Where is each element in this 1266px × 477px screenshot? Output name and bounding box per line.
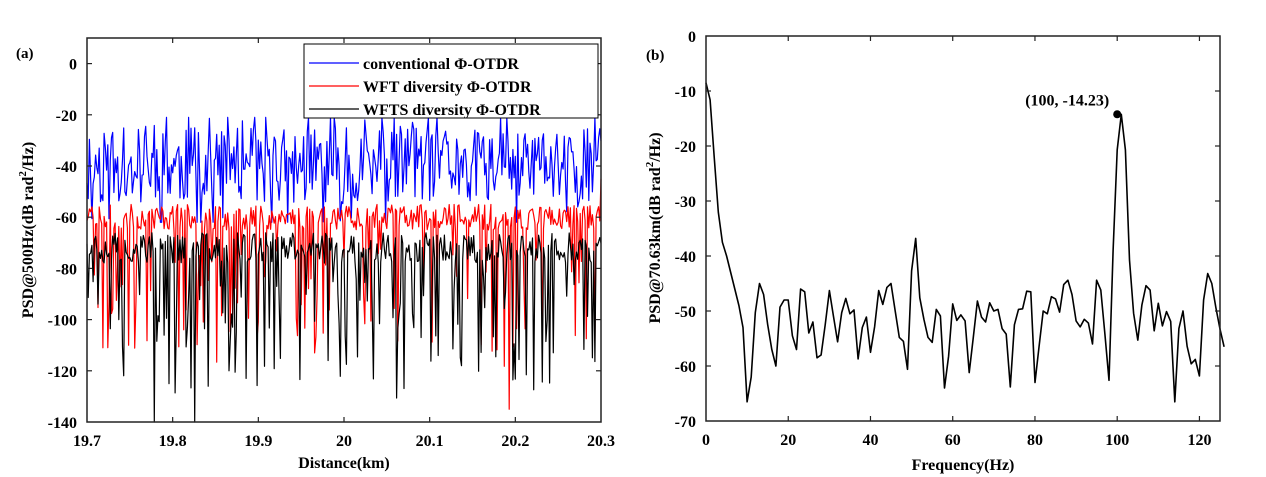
panel-b-ytick-label: 0 — [688, 29, 696, 46]
panel-b-xtick-label: 100 — [1105, 432, 1129, 449]
panel-b-ytick-label: -70 — [675, 414, 696, 431]
panel-a-axes: 19.7 19.8 19.9 20 20.1 20.2 20.3 0 -20 -40 -60 -80 -… — [48, 37, 615, 450]
panel-b-ylabel-sup: 2 — [644, 161, 656, 167]
panel-b-ytick-label: -40 — [675, 249, 696, 266]
legend-label-conventional: conventional Φ-OTDR — [363, 56, 519, 73]
panel-b-xtick-label: 20 — [780, 432, 796, 449]
panel-a-ylabel: PSD@500Hz(dB rad2/Hz) — [17, 142, 37, 318]
panel-a-ylabel-tail: /Hz) — [20, 142, 37, 172]
panel-b-ylabel: PSD@70.63km(dB rad2/Hz) — [644, 132, 664, 323]
legend-label-wft: WFT diversity Φ-OTDR — [363, 79, 532, 96]
panel-b-label: (b) — [646, 48, 664, 64]
panel-a-ytick-label: -40 — [56, 159, 77, 176]
peak-annotation: (100, -14.23) — [1025, 92, 1109, 109]
panel-b-axes: 0 20 40 60 80 100 120 0 -10 -20 -30 -40 -50 -60 -70 — [675, 29, 1221, 449]
series-line-conventional — [86, 116, 602, 223]
panel-b-ytick-label: -20 — [675, 139, 696, 156]
panel-a-series — [86, 116, 602, 423]
series-line-wfts-diversity — [86, 232, 602, 423]
panel-a-ytick-label: -60 — [56, 210, 77, 227]
panel-b-xtick-label: 0 — [702, 432, 710, 449]
panel-a-ylabel-main: PSD@500Hz(dB rad — [20, 177, 37, 319]
panel-a-xtick-label: 19.7 — [73, 433, 101, 450]
panel-a-ytick-label: -80 — [56, 261, 77, 278]
panel-b-xtick-label: 120 — [1187, 432, 1211, 449]
panel-a-xtick-label: 20.3 — [587, 433, 615, 450]
panel-b-ylabel-main: PSD@70.63km(dB rad — [647, 167, 664, 323]
panel-b-ytick-label: -60 — [675, 359, 696, 376]
panel-a-ytick-label: -140 — [48, 415, 77, 432]
peak-marker — [1113, 110, 1122, 119]
panel-b-xtick-label: 80 — [1027, 432, 1043, 449]
panel-a-xtick-label: 19.9 — [244, 433, 272, 450]
panel-a: (a) 19.7 19.8 19.9 20 20.1 20.2 20.3 0 -20 -40 -60… — [16, 37, 615, 472]
panel-a-label: (a) — [16, 46, 34, 62]
panel-a-ytick-label: 0 — [69, 57, 77, 74]
series-line-psd — [705, 82, 1225, 403]
panel-b-axis-box — [705, 35, 1221, 422]
panel-a-xtick-label: 20.2 — [501, 433, 529, 450]
panel-a-ytick-label: -120 — [48, 364, 77, 381]
panel-b-xtick-label: 40 — [862, 432, 878, 449]
panel-a-xlabel: Distance(km) — [298, 455, 390, 472]
legend-box — [303, 43, 599, 119]
panel-b: (b) 0 20 40 60 80 100 120 0 -10 -20 -30 -40 -50 -60 -7… — [644, 29, 1225, 474]
panel-b-ytick-label: -30 — [675, 194, 696, 211]
panel-b-ylabel-tail: /Hz) — [647, 132, 664, 162]
panel-a-ytick-label: -100 — [48, 313, 77, 330]
panel-a-xtick-label: 19.8 — [159, 433, 187, 450]
panel-b-ytick-label: -10 — [675, 84, 696, 101]
legend-label-wfts: WFTS diversity Φ-OTDR — [363, 102, 541, 119]
legend: conventional Φ-OTDR WFT diversity Φ-OTDR… — [303, 43, 599, 119]
panel-a-ytick-label: -20 — [56, 108, 77, 125]
panel-a-xtick-label: 20 — [336, 433, 352, 450]
panel-b-xlabel: Frequency(Hz) — [912, 457, 1015, 474]
panel-a-xtick-label: 20.1 — [416, 433, 444, 450]
panel-b-ytick-label: -50 — [675, 304, 696, 321]
panel-b-series — [705, 82, 1225, 403]
panel-a-ylabel-sup: 2 — [17, 171, 29, 177]
panel-b-xtick-label: 60 — [945, 432, 961, 449]
